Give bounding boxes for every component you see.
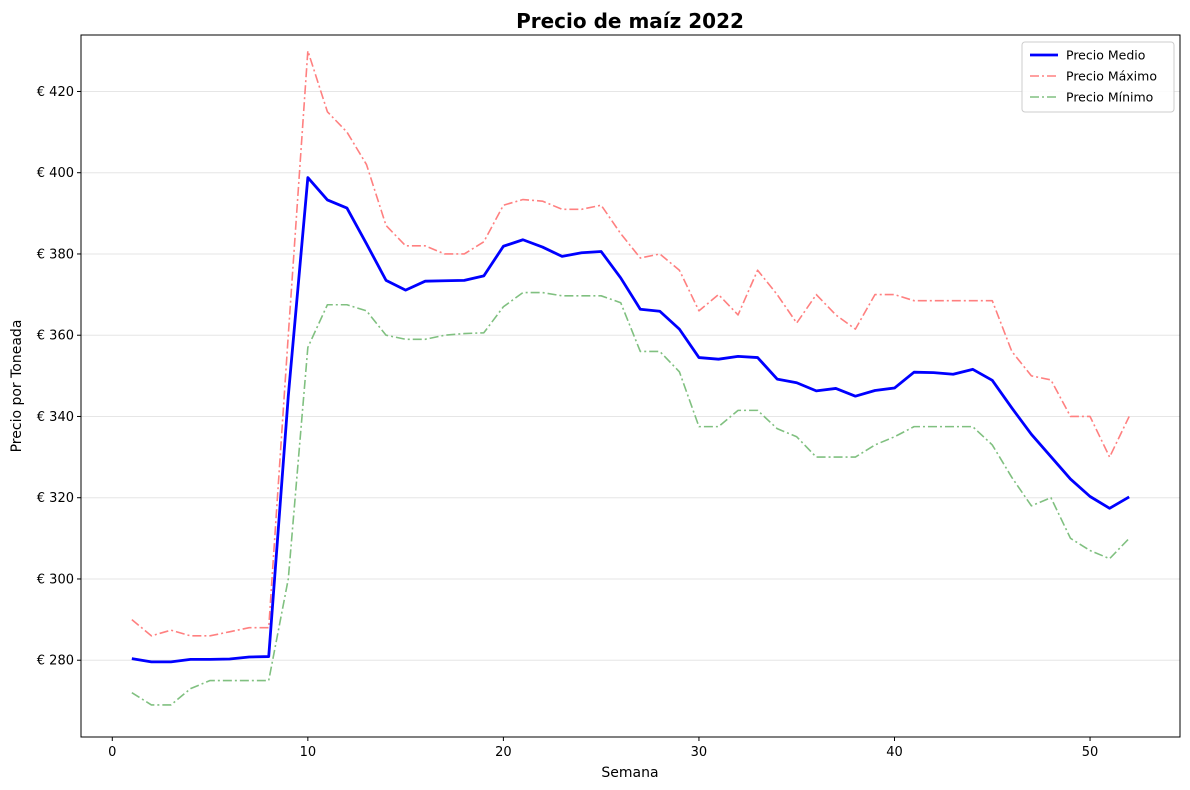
series-line-0 <box>131 176 1130 664</box>
series-line-1 <box>131 50 1130 637</box>
y-tick-label: € 400 <box>37 166 74 181</box>
y-tick-label: € 280 <box>37 654 74 669</box>
x-tick-label: 50 <box>1082 745 1099 760</box>
x-tick-label: 20 <box>495 745 512 760</box>
x-tick-label: 10 <box>300 745 317 760</box>
x-tick-label: 40 <box>886 745 903 760</box>
series-line-2 <box>131 291 1130 706</box>
x-tick-label: 30 <box>691 745 708 760</box>
y-tick-label: € 360 <box>37 329 74 344</box>
y-tick-label: € 300 <box>37 572 74 587</box>
x-axis: 0 10 20 30 40 50 <box>108 737 1098 760</box>
x-tick-label: 0 <box>108 745 116 760</box>
legend-label: Precio Medio <box>1066 48 1145 63</box>
grid-lines <box>81 90 1180 661</box>
legend-label: Precio Máximo <box>1066 69 1157 84</box>
y-tick-label: € 420 <box>37 85 74 100</box>
y-tick-label: € 380 <box>37 247 74 262</box>
y-tick-label: € 340 <box>37 410 74 425</box>
legend: Precio Medio Precio Máximo Precio Mínimo <box>1021 41 1175 113</box>
plot-frame <box>80 34 1181 738</box>
y-axis-label: Precio por Toneada <box>9 320 25 453</box>
series-lines <box>131 50 1130 706</box>
legend-box <box>1021 41 1175 113</box>
chart-title: Precio de maíz 2022 <box>516 9 744 33</box>
legend-label: Precio Mínimo <box>1066 90 1153 105</box>
x-axis-label: Semana <box>601 765 658 781</box>
y-axis: € 280 € 300 € 320 € 340 € 360 € 380 € 400 € 420 <box>37 85 81 669</box>
y-tick-label: € 320 <box>37 491 74 506</box>
